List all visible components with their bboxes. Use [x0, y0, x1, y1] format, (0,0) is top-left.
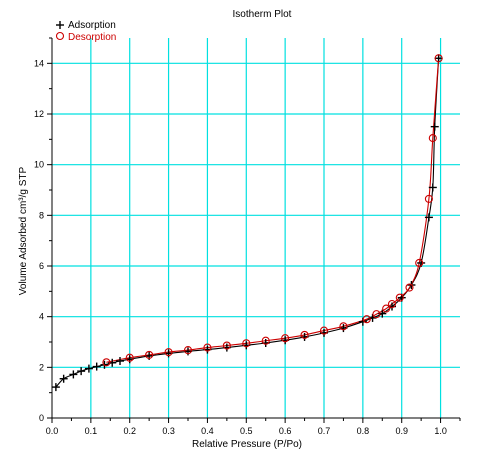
grid-lines — [52, 38, 460, 418]
legend-desorption-marker — [55, 31, 65, 41]
desorption-point — [424, 194, 433, 203]
desorption-point — [102, 358, 111, 367]
legend-adsorption-label: Adsorption — [68, 20, 116, 31]
desorption-point — [281, 334, 290, 343]
adsorption-point — [51, 383, 60, 392]
desorption-point — [125, 353, 134, 362]
adsorption-point — [428, 183, 437, 192]
adsorption-point — [424, 213, 433, 222]
adsorption-point — [92, 362, 101, 371]
desorption-point — [222, 341, 231, 350]
adsorption-point — [116, 357, 124, 365]
desorption-point — [242, 339, 251, 348]
y-axis-label: Volume Adsorbed cm³/g STP — [18, 166, 29, 295]
y-tick-label: 2 — [39, 362, 44, 372]
adsorption-point — [69, 370, 78, 379]
desorption-point — [203, 343, 212, 352]
desorption-point — [362, 315, 371, 324]
y-axis-ticks: 0 2 4 6 8 10 12 14 — [34, 37, 52, 423]
fit-curves — [55, 58, 440, 388]
y-tick-label: 4 — [39, 312, 44, 322]
x-tick-label: 0.9 — [395, 426, 408, 436]
series-line-adsorption — [55, 58, 440, 388]
chart-title: Isotherm Plot — [233, 9, 292, 20]
desorption-point — [387, 299, 397, 309]
x-tick-label: 0.3 — [162, 426, 175, 436]
x-tick-label: 0.6 — [279, 426, 292, 436]
x-tick-label: 0.7 — [318, 426, 331, 436]
desorption-point — [145, 350, 154, 359]
data-markers — [51, 54, 443, 392]
x-tick-label: 0.1 — [85, 426, 98, 436]
desorption-point — [382, 304, 391, 313]
desorption-point — [415, 258, 424, 268]
desorption-point — [339, 322, 348, 331]
desorption-point — [183, 346, 193, 355]
x-axis-label: Relative Pressure (P/Po) — [192, 439, 302, 450]
desorption-point — [428, 134, 437, 143]
adsorption-point — [125, 355, 134, 364]
adsorption-point — [84, 364, 93, 373]
adsorption-point — [59, 374, 68, 383]
y-tick-label: 10 — [34, 160, 44, 170]
x-tick-label: 0.0 — [46, 426, 59, 436]
adsorption-point — [430, 122, 439, 131]
desorption-point — [395, 293, 404, 302]
legend-desorption-label: Desorption — [68, 32, 116, 43]
x-tick-label: 0.5 — [240, 426, 253, 436]
y-tick-label: 6 — [39, 261, 44, 271]
desorption-point — [261, 336, 270, 345]
axes — [51, 38, 460, 419]
desorption-point — [319, 326, 329, 335]
adsorption-point — [77, 367, 86, 376]
desorption-point — [434, 54, 443, 63]
y-tick-label: 0 — [39, 413, 44, 423]
legend: Adsorption Desorption — [55, 20, 116, 43]
x-tick-label: 0.2 — [123, 426, 136, 436]
desorption-point — [405, 283, 414, 292]
desorption-point — [164, 348, 173, 357]
y-tick-label: 8 — [39, 210, 44, 220]
y-tick-label: 12 — [34, 109, 44, 119]
x-tick-label: 0.4 — [201, 426, 214, 436]
x-tick-label: 1.0 — [434, 426, 447, 436]
legend-adsorption-marker — [56, 21, 64, 29]
x-tick-label: 0.8 — [357, 426, 370, 436]
y-tick-label: 14 — [34, 58, 44, 68]
desorption-point — [372, 310, 381, 319]
desorption-point — [300, 330, 309, 339]
x-axis-ticks: 0.0 0.1 0.2 0.3 0.4 0.5 0.6 0.7 0.8 0.9 1.0 — [46, 418, 461, 436]
adsorption-point — [434, 54, 443, 63]
